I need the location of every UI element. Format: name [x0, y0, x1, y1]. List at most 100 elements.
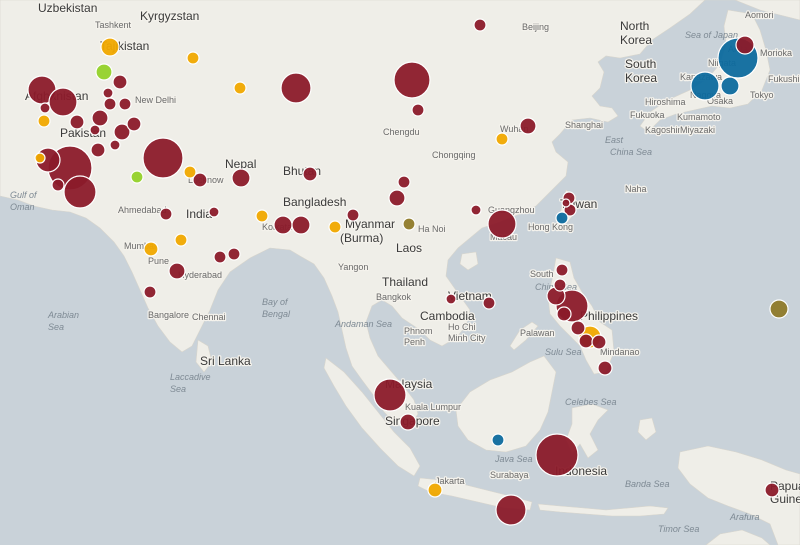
marker-yellow[interactable] — [100, 37, 120, 57]
place-label: Bangalore — [148, 310, 189, 320]
marker-red[interactable] — [399, 413, 417, 431]
place-label: Naha — [625, 184, 647, 194]
country-label: Laos — [396, 241, 422, 255]
marker-red[interactable] — [273, 215, 293, 235]
country-label: Thailand — [382, 275, 428, 289]
marker-red[interactable] — [561, 198, 571, 208]
place-label: Jakarta — [435, 476, 465, 486]
marker-red[interactable] — [373, 378, 407, 412]
marker-red[interactable] — [470, 204, 482, 216]
marker-red[interactable] — [302, 166, 318, 182]
place-label: Shanghai — [565, 120, 603, 130]
marker-yellow[interactable] — [186, 51, 200, 65]
marker-red[interactable] — [346, 208, 360, 222]
marker-red[interactable] — [69, 114, 85, 130]
marker-yellow[interactable] — [328, 220, 342, 234]
marker-red[interactable] — [487, 209, 517, 239]
marker-red[interactable] — [90, 142, 106, 158]
marker-red[interactable] — [48, 87, 78, 117]
marker-red[interactable] — [168, 262, 186, 280]
marker-red[interactable] — [231, 168, 251, 188]
marker-red[interactable] — [159, 207, 173, 221]
marker-red[interactable] — [764, 482, 780, 498]
marker-red[interactable] — [103, 97, 117, 111]
marker-blue[interactable] — [555, 211, 569, 225]
marker-olive[interactable] — [402, 217, 416, 231]
marker-red[interactable] — [591, 334, 607, 350]
marker-red[interactable] — [102, 87, 114, 99]
marker-red[interactable] — [397, 175, 411, 189]
marker-red[interactable] — [208, 206, 220, 218]
marker-yellow[interactable] — [233, 81, 247, 95]
land-new-guinea — [677, 445, 800, 545]
marker-red[interactable] — [555, 263, 569, 277]
place-label: Tokyo — [750, 90, 774, 100]
marker-blue[interactable] — [491, 433, 505, 447]
data-markers[interactable] — [27, 18, 789, 526]
marker-red[interactable] — [63, 175, 97, 209]
marker-yellow[interactable] — [183, 165, 197, 179]
marker-red[interactable] — [89, 124, 101, 136]
marker-red[interactable] — [445, 293, 457, 305]
marker-red[interactable] — [227, 247, 241, 261]
marker-red[interactable] — [213, 250, 227, 264]
land-sri-lanka — [195, 339, 213, 373]
marker-red[interactable] — [118, 97, 132, 111]
marker-red[interactable] — [578, 333, 594, 349]
country-label: South — [625, 57, 656, 71]
marker-yellow[interactable] — [174, 233, 188, 247]
marker-red[interactable] — [473, 18, 487, 32]
marker-yellow[interactable] — [143, 241, 159, 257]
place-label: Chongqing — [432, 150, 476, 160]
place-label: Bangkok — [376, 292, 412, 302]
marker-red[interactable] — [388, 189, 406, 207]
marker-red[interactable] — [112, 74, 128, 90]
marker-yellow[interactable] — [34, 152, 46, 164]
marker-red[interactable] — [535, 433, 579, 477]
marker-red[interactable] — [393, 61, 431, 99]
land-moluccas — [637, 417, 657, 441]
marker-red[interactable] — [556, 306, 572, 322]
place-label: Kumamoto — [677, 112, 721, 122]
marker-green[interactable] — [130, 170, 144, 184]
marker-red[interactable] — [482, 296, 496, 310]
country-label: Sri Lanka — [200, 354, 251, 368]
marker-red[interactable] — [280, 72, 312, 104]
marker-red[interactable] — [553, 278, 567, 292]
marker-yellow[interactable] — [427, 482, 443, 498]
marker-red[interactable] — [142, 137, 184, 179]
marker-yellow[interactable] — [255, 209, 269, 223]
place-label: Penh — [404, 337, 425, 347]
marker-blue[interactable] — [690, 71, 720, 101]
marker-red[interactable] — [51, 178, 65, 192]
place-label: Hyderabad — [178, 270, 222, 280]
place-label: Fukushima — [768, 74, 800, 84]
marker-red[interactable] — [735, 35, 755, 55]
marker-red[interactable] — [143, 285, 157, 299]
marker-green[interactable] — [95, 63, 113, 81]
place-label: Arafura — [729, 512, 760, 522]
marker-red[interactable] — [291, 215, 311, 235]
country-label: Vietnam — [448, 289, 492, 303]
marker-red[interactable] — [411, 103, 425, 117]
marker-red[interactable] — [495, 494, 527, 526]
place-label: Laccadive — [170, 372, 211, 382]
marker-red[interactable] — [113, 123, 131, 141]
marker-yellow[interactable] — [495, 132, 509, 146]
marker-blue[interactable] — [720, 76, 740, 96]
marker-red[interactable] — [126, 116, 142, 132]
marker-red[interactable] — [570, 320, 586, 336]
marker-red[interactable] — [91, 109, 109, 127]
place-label: Fukuoka — [630, 110, 665, 120]
land-sumatra — [323, 357, 421, 477]
marker-olive[interactable] — [769, 299, 789, 319]
marker-red[interactable] — [39, 102, 51, 114]
marker-red[interactable] — [519, 117, 537, 135]
marker-red[interactable] — [109, 139, 121, 151]
marker-red[interactable] — [192, 172, 208, 188]
marker-red[interactable] — [597, 360, 613, 376]
place-label: Minh City — [448, 333, 486, 343]
marker-yellow[interactable] — [37, 114, 51, 128]
place-label: Morioka — [760, 48, 792, 58]
